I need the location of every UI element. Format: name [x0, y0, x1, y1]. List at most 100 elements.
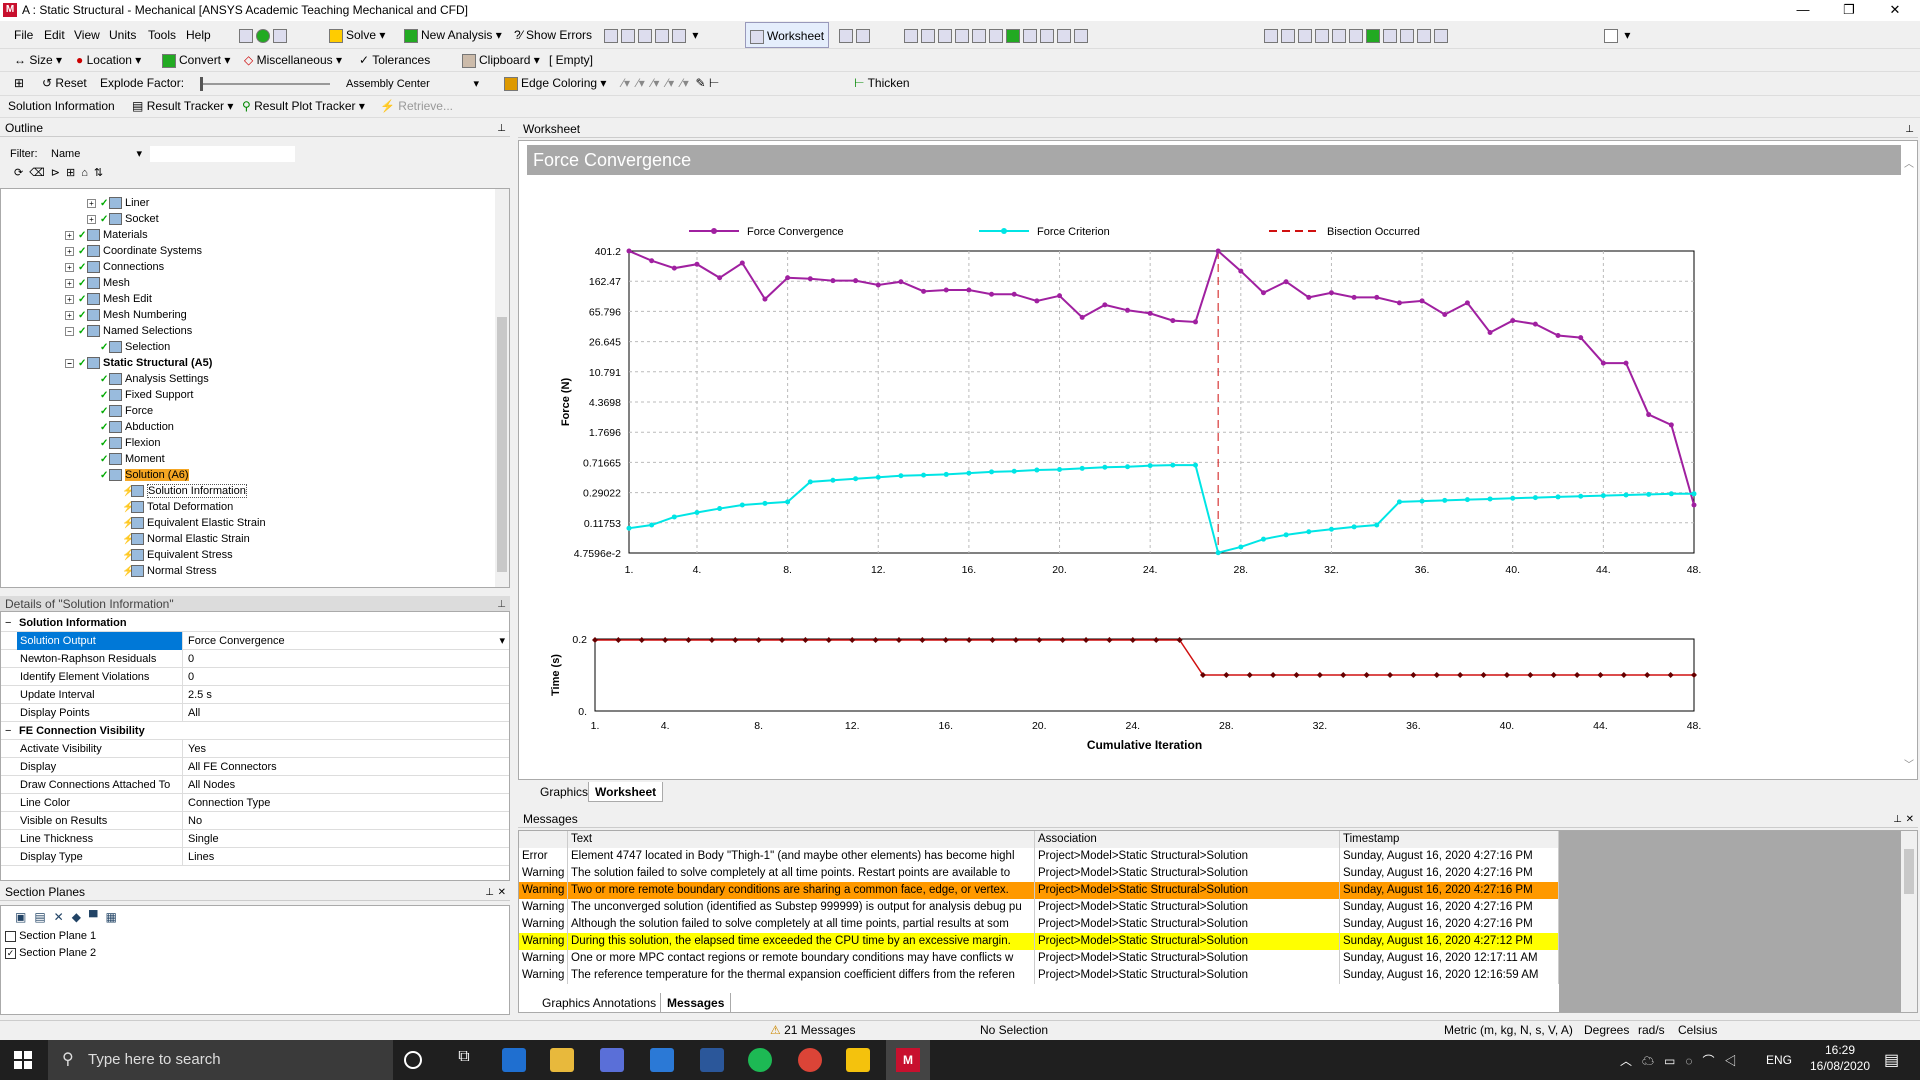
- messages-scroll-thumb[interactable]: [1904, 849, 1914, 894]
- tree-item[interactable]: ✓ Abduction: [87, 419, 174, 435]
- close-icon[interactable]: ✕: [497, 887, 506, 898]
- tab-messages[interactable]: Messages: [660, 993, 732, 1013]
- taskbar-search[interactable]: ⚲ Type here to search: [48, 1040, 393, 1080]
- checkbox-checked[interactable]: ✓: [5, 947, 16, 959]
- tree-item[interactable]: + ✓ Mesh: [65, 275, 130, 291]
- expand-icon[interactable]: +: [65, 311, 74, 320]
- pin-icon[interactable]: ⊥: [1893, 814, 1902, 825]
- details-row[interactable]: Display Points All: [1, 704, 509, 722]
- filter-input[interactable]: [150, 146, 295, 162]
- tab-worksheet[interactable]: Worksheet: [588, 782, 664, 802]
- group-solution-information[interactable]: − Solution Information: [1, 614, 509, 632]
- expand-icon[interactable]: −: [65, 359, 74, 368]
- tree-item[interactable]: ✓ Selection: [87, 339, 170, 355]
- result-tracker-button[interactable]: ▤ Result Tracker ▾: [132, 99, 234, 113]
- menu-tools[interactable]: Tools: [148, 28, 177, 42]
- result-plot-tracker-button[interactable]: ⚲ Result Plot Tracker ▾: [242, 99, 365, 113]
- language-indicator[interactable]: ENG: [1766, 1053, 1793, 1067]
- retrieve-button[interactable]: ⚡ Retrieve...: [380, 99, 453, 113]
- miscellaneous-button[interactable]: ◇ Miscellaneous ▾: [244, 53, 342, 67]
- outline-tool-icons[interactable]: ⟳⌫⊳⊞⌂⇅: [14, 167, 110, 179]
- task-view-icon[interactable]: ⧉: [458, 1048, 470, 1065]
- edge-style-icons[interactable]: ⁄▾ ⁄▾ ⁄▾ ⁄▾ ⁄▾ ✎ ⊢: [622, 76, 720, 90]
- expand-icon[interactable]: +: [65, 295, 74, 304]
- close-button[interactable]: ✕: [1889, 2, 1901, 17]
- worksheet-scrollbar[interactable]: ︿ ﹀: [1901, 141, 1917, 779]
- details-value[interactable]: Yes: [188, 743, 206, 755]
- show-errors-button[interactable]: ?⁄ Show Errors: [514, 28, 593, 42]
- col-association[interactable]: Association: [1035, 831, 1340, 848]
- message-row[interactable]: Warning The reference temperature for the…: [519, 967, 1559, 984]
- units-status[interactable]: Metric (m, kg, N, s, V, A): [1444, 1023, 1573, 1037]
- col-timestamp[interactable]: Timestamp: [1340, 831, 1559, 848]
- details-value[interactable]: 0: [188, 653, 195, 665]
- tolerances-button[interactable]: ✓ Tolerances: [359, 53, 431, 67]
- tree-item[interactable]: + ✓ Socket: [87, 211, 159, 227]
- message-row[interactable]: Error Element 4747 located in Body "Thigh…: [519, 848, 1559, 865]
- outline-scroll-thumb[interactable]: [497, 317, 507, 572]
- tree-item[interactable]: + ✓ Liner: [87, 195, 149, 211]
- expand-icon[interactable]: +: [65, 247, 74, 256]
- menu-units[interactable]: Units: [109, 28, 137, 42]
- details-value[interactable]: All Nodes: [188, 779, 236, 791]
- pin-icon[interactable]: ⊥: [485, 887, 494, 898]
- expand-icon[interactable]: +: [65, 279, 74, 288]
- expand-icon[interactable]: +: [87, 199, 96, 208]
- store-icon[interactable]: [600, 1048, 624, 1072]
- details-row[interactable]: Update Interval 2.5 s: [1, 686, 509, 704]
- pin-icon[interactable]: ⊥: [497, 599, 506, 610]
- messages-count[interactable]: ⚠ 21 Messages: [770, 1023, 856, 1037]
- tree-item[interactable]: + ✓ Connections: [65, 259, 164, 275]
- mail-icon[interactable]: [650, 1048, 674, 1072]
- expand-icon[interactable]: +: [65, 263, 74, 272]
- assembly-center-select[interactable]: Assembly Center ▾: [342, 75, 482, 93]
- explode-icon[interactable]: ⊞: [14, 76, 25, 90]
- section-plane-2[interactable]: ✓ Section Plane 2: [5, 947, 97, 959]
- tree-item[interactable]: ✓ Flexion: [87, 435, 160, 451]
- tab-graphics-annotations[interactable]: Graphics Annotations: [542, 996, 657, 1010]
- details-value[interactable]: Lines: [188, 851, 215, 863]
- filter-select[interactable]: Name ▾: [48, 146, 144, 162]
- cortana-icon[interactable]: [404, 1051, 422, 1069]
- solve-button[interactable]: Solve ▾: [325, 22, 389, 48]
- windows-start-icon[interactable]: [14, 1051, 32, 1069]
- message-row[interactable]: Warning During this solution, the elapsed…: [519, 933, 1559, 950]
- tree-item[interactable]: ⚡ Normal Stress: [109, 563, 217, 579]
- expand-icon[interactable]: −: [65, 327, 74, 336]
- tree-item[interactable]: ⚡ Normal Elastic Strain: [109, 531, 250, 547]
- col-text[interactable]: Text: [568, 831, 1035, 848]
- details-value[interactable]: Connection Type: [188, 797, 271, 809]
- details-value[interactable]: 0: [188, 671, 195, 683]
- celsius-status[interactable]: Celsius: [1678, 1023, 1718, 1037]
- menu-help[interactable]: Help: [186, 28, 211, 42]
- tree-item[interactable]: + ✓ Mesh Numbering: [65, 307, 187, 323]
- chevron-down-icon[interactable]: ﹀: [1904, 760, 1914, 771]
- tree-item[interactable]: − ✓ Static Structural (A5): [65, 355, 212, 371]
- expand-icon[interactable]: +: [65, 231, 74, 240]
- convert-button[interactable]: Convert ▾: [158, 49, 234, 71]
- details-row[interactable]: Newton-Raphson Residuals 0: [1, 650, 509, 668]
- pin-icon[interactable]: ⊥: [1905, 124, 1914, 135]
- chevron-down-icon[interactable]: ▾: [499, 635, 505, 647]
- tab-graphics[interactable]: Graphics: [540, 785, 589, 799]
- outline-scrollbar[interactable]: [495, 189, 509, 587]
- message-row[interactable]: Warning The solution failed to solve comp…: [519, 865, 1559, 882]
- tree-item[interactable]: ✓ Analysis Settings: [87, 371, 209, 387]
- details-row[interactable]: Display Type Lines: [1, 848, 509, 866]
- details-value[interactable]: All: [188, 707, 201, 719]
- view-icons[interactable]: [1260, 22, 1455, 48]
- tree-item[interactable]: + ✓ Coordinate Systems: [65, 243, 202, 259]
- rads-status[interactable]: rad/s: [1638, 1023, 1665, 1037]
- tree-item[interactable]: ⚡ Solution Information: [109, 483, 247, 499]
- details-row[interactable]: Solution Output Force Convergence ▾: [1, 632, 509, 650]
- collapse-icon[interactable]: −: [5, 617, 12, 629]
- clipboard-button[interactable]: Clipboard ▾: [458, 49, 544, 71]
- details-row[interactable]: Activate Visibility Yes: [1, 740, 509, 758]
- notifications-icon[interactable]: ▤: [1884, 1052, 1900, 1069]
- tree-item[interactable]: + ✓ Materials: [65, 227, 148, 243]
- tree-item[interactable]: ⚡ Equivalent Elastic Strain: [109, 515, 266, 531]
- menu-file[interactable]: File: [14, 28, 34, 42]
- degrees-status[interactable]: Degrees: [1584, 1023, 1630, 1037]
- tree-item[interactable]: ✓ Moment: [87, 451, 165, 467]
- pin-icon[interactable]: ⊥: [497, 123, 506, 134]
